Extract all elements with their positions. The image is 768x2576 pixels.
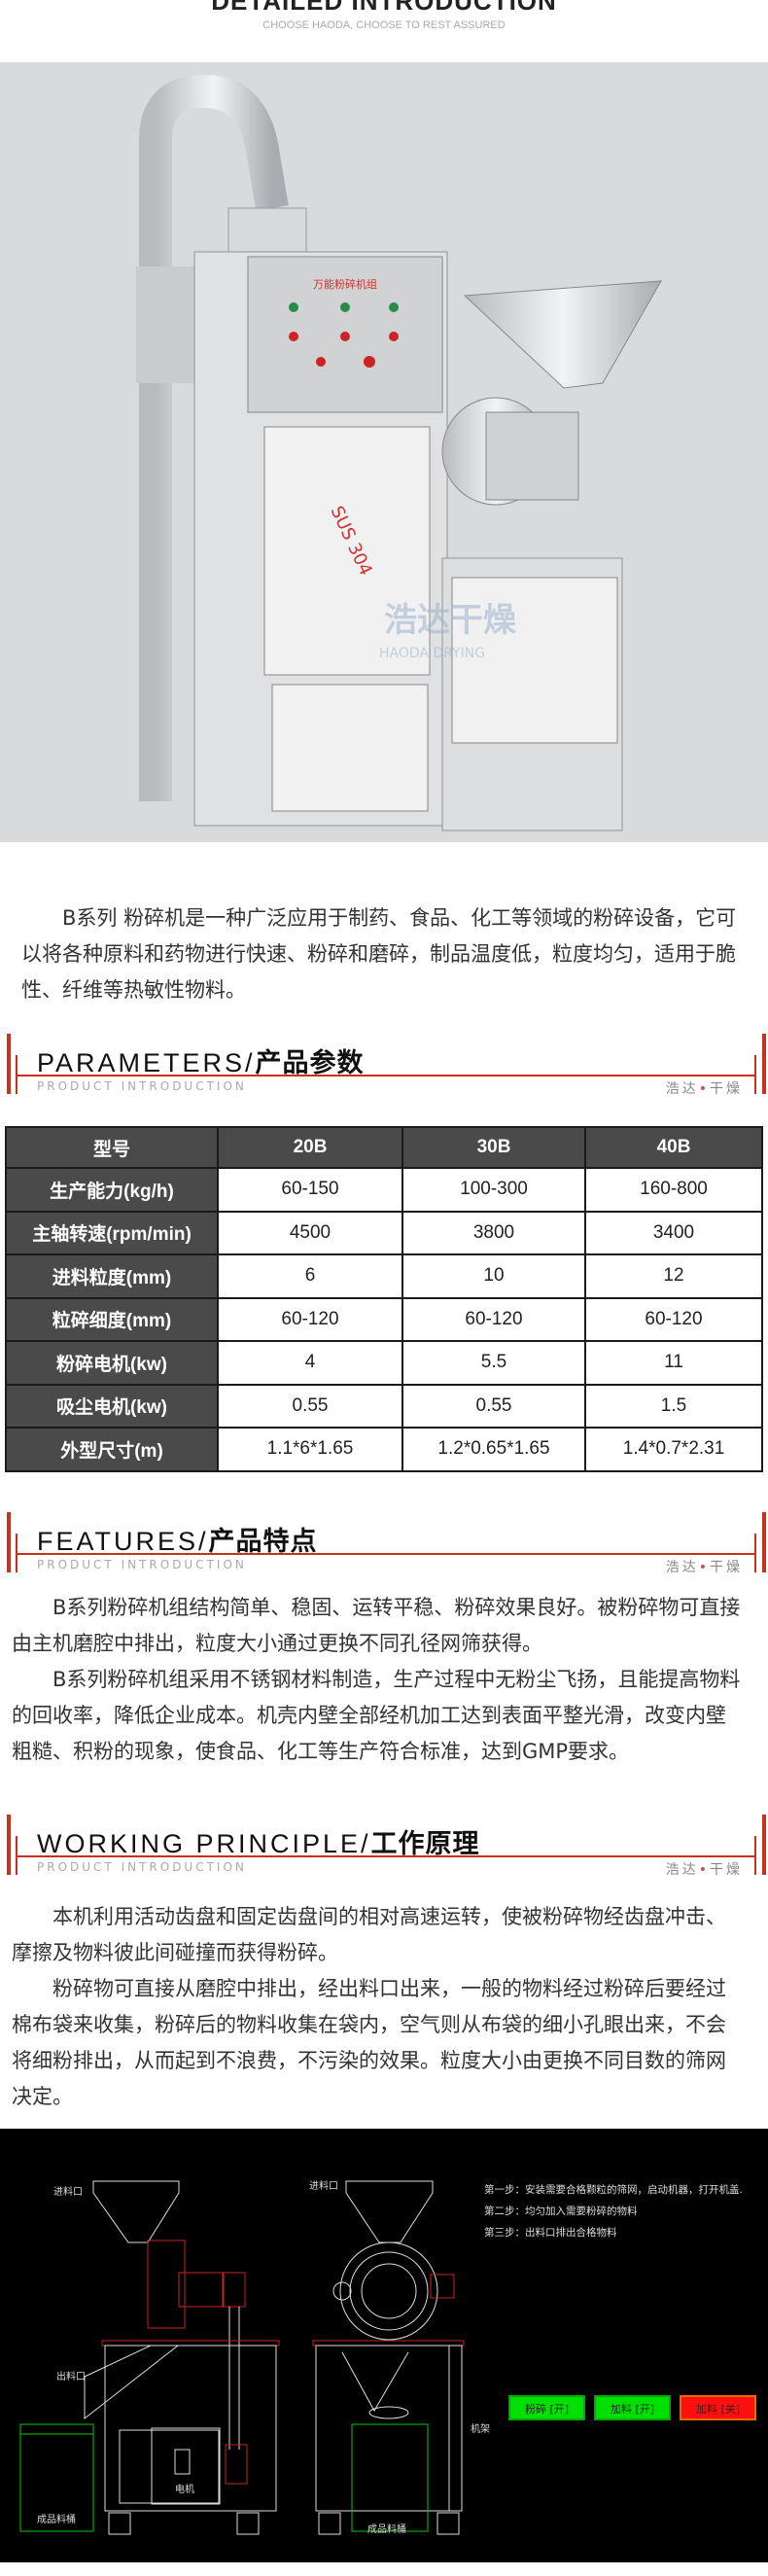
crusher-machine-image: 万能粉碎机组 SUS 304 浩达干燥 HAODA DRYING — [136, 74, 662, 831]
crush-on-button[interactable]: 粉碎 [开] — [508, 2395, 585, 2420]
table-row: 生产能力(kg/h) 60-150 100-300 160-800 — [5, 1167, 763, 1213]
table-cell: 20B — [217, 1126, 403, 1169]
table-cell: 10 — [401, 1253, 586, 1299]
table-cell: 0.55 — [401, 1383, 586, 1429]
principle-paragraph: 本机利用活动齿盘和固定齿盘间的相对高速运转，使被粉碎物经齿盘冲击、摩擦及物料彼此… — [12, 1905, 726, 1964]
table-cell: 60-120 — [401, 1296, 586, 1342]
table-row: 进料粒度(mm) 6 10 12 — [5, 1253, 763, 1299]
row-label: 粉碎电机(kw) — [5, 1340, 219, 1386]
frame-label: 机架 — [471, 2424, 490, 2435]
table-row: 吸尘电机(kw) 0.55 0.55 1.5 — [5, 1383, 763, 1429]
table-row: 粒碎细度(mm) 60-120 60-120 60-120 — [5, 1296, 763, 1342]
row-label: 进料粒度(mm) — [5, 1253, 219, 1299]
bin-label: 成品料桶 — [367, 2524, 406, 2535]
table-cell: 11 — [584, 1340, 763, 1386]
motor-label: 电机 — [175, 2485, 194, 2495]
step-2: 第二步：均匀加入需要粉碎的物料 — [484, 2205, 638, 2217]
section-sub: PRODUCT INTRODUCTION — [37, 1860, 247, 1874]
table-cell: 160-800 — [584, 1167, 763, 1213]
section-subtitle: CHOOSE HAODA, CHOOSE TO REST ASSURED — [262, 19, 506, 31]
inlet-label: 进料口 — [53, 2187, 83, 2198]
table-cell: 40B — [584, 1126, 763, 1169]
principle-paragraph: 粉碎物可直接从磨腔中排出，经出料口出来，一般的物料经过粉碎后要经过棉布袋来收集，… — [12, 1977, 726, 2108]
brand-mark: 浩达•干燥 — [665, 1560, 743, 1575]
section-sub: PRODUCT INTRODUCTION — [37, 1558, 247, 1571]
table-cell: 60-120 — [584, 1296, 763, 1342]
brand-mark: 浩达•干燥 — [665, 1081, 743, 1097]
table-row: 主轴转速(rpm/min) 4500 3800 3400 — [5, 1210, 763, 1255]
row-label: 主轴转速(rpm/min) — [5, 1210, 219, 1255]
principle-section-header: WORKING PRINCIPLE/工作原理 PRODUCT INTRODUCT… — [0, 1815, 768, 1878]
table-cell: 4500 — [217, 1210, 403, 1255]
machine-schematic — [19, 2180, 465, 2535]
section-sub: PRODUCT INTRODUCTION — [37, 1079, 247, 1093]
inlet-label: 进料口 — [309, 2181, 338, 2192]
table-cell: 4 — [217, 1340, 403, 1386]
row-label: 粒碎细度(mm) — [5, 1296, 219, 1342]
section-title: DETAILED INTRODUCTION — [211, 0, 557, 16]
table-cell: 5.5 — [401, 1340, 586, 1386]
row-label: 外型尺寸(m) — [5, 1427, 219, 1472]
table-cell: 0.55 — [217, 1383, 403, 1429]
table-cell: 3800 — [401, 1210, 586, 1255]
features-paragraph: B系列粉碎机组结构简单、稳固、运转平稳、粉碎效果良好。被粉碎物可直接由主机磨腔中… — [12, 1596, 741, 1655]
table-cell: 60-150 — [217, 1167, 403, 1213]
features-section-header: FEATURES/产品特点 PRODUCT INTRODUCTION 浩达•干燥 — [0, 1512, 768, 1575]
intro-paragraph: B系列 粉碎机是一种广泛应用于制药、食品、化工等领域的粉碎设备，它可以将各种原料… — [21, 906, 737, 1002]
feed-on-button[interactable]: 加料 [开] — [594, 2395, 671, 2420]
table-cell: 1.1*6*1.65 — [217, 1427, 403, 1472]
table-row: 粉碎电机(kw) 4 5.5 11 — [5, 1340, 763, 1386]
table-row: 外型尺寸(m) 1.1*6*1.65 1.2*0.65*1.65 1.4*0.7*2.… — [5, 1427, 763, 1472]
row-label: 吸尘电机(kw) — [5, 1383, 219, 1429]
feed-off-button[interactable]: 加料 [关] — [680, 2395, 756, 2420]
parameters-section-header: PARAMETERS/产品参数 PRODUCT INTRODUCTION 浩达•… — [0, 1034, 768, 1097]
watermark-en: HAODA DRYING — [379, 646, 485, 661]
table-cell: 30B — [401, 1126, 586, 1169]
table-cell: 1.4*0.7*2.31 — [584, 1427, 763, 1472]
table-header-row: 型号 20B 30B 40B — [5, 1126, 763, 1169]
step-1: 第一步：安装需要合格颗粒的筛网，启动机器，打开机盖. — [484, 2184, 743, 2196]
table-cell: 12 — [584, 1253, 763, 1299]
table-cell: 6 — [217, 1253, 403, 1299]
table-cell: 1.2*0.65*1.65 — [401, 1427, 586, 1472]
watermark: 浩达干燥 — [384, 601, 517, 640]
row-label: 型号 — [5, 1126, 219, 1169]
table-cell: 1.5 — [584, 1383, 763, 1429]
step-3: 第三步：出料口排出合格物料 — [484, 2227, 617, 2239]
brand-mark: 浩达•干燥 — [665, 1862, 743, 1878]
panel-label: 万能粉碎机组 — [313, 277, 377, 291]
working-diagram: 进料口 进料口 出料口 电机 成品料桶 成品料桶 机架 第一步：安装需要合格颗粒… — [0, 2129, 768, 2562]
principle-title: WORKING PRINCIPLE/工作原理 — [37, 1829, 480, 1858]
features-paragraph: B系列粉碎机组采用不锈钢材料制造，生产过程中无粉尘飞扬，且能提高物料的回收率，降… — [12, 1668, 741, 1763]
table-cell: 60-120 — [217, 1296, 403, 1342]
row-label: 生产能力(kg/h) — [5, 1167, 219, 1213]
parameters-table: 型号 20B 30B 40B 生产能力(kg/h) 60-150 100-300 160-80… — [5, 1126, 763, 1472]
parameters-title: PARAMETERS/产品参数 — [37, 1048, 365, 1077]
features-title: FEATURES/产品特点 — [37, 1527, 318, 1556]
outlet-label: 出料口 — [56, 2372, 86, 2382]
bin-label: 成品料桶 — [37, 2515, 76, 2525]
table-cell: 100-300 — [401, 1167, 586, 1213]
table-cell: 3400 — [584, 1210, 763, 1255]
product-photo: 万能粉碎机组 SUS 304 浩达干燥 HAODA DRYING — [0, 62, 768, 842]
